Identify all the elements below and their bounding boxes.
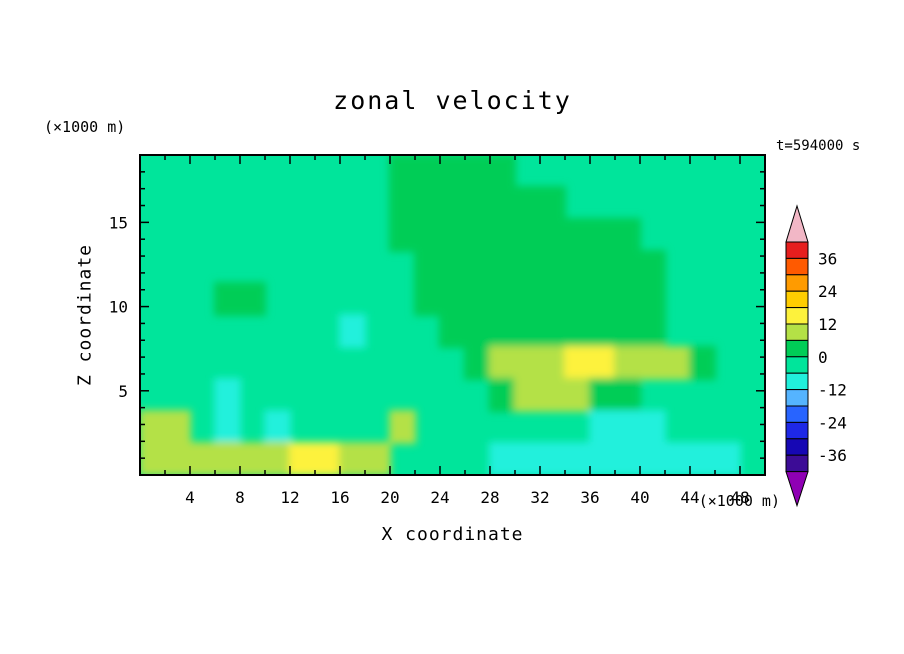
svg-text:48: 48 bbox=[730, 488, 749, 507]
svg-text:32: 32 bbox=[530, 488, 549, 507]
time-annotation: t=594000 s bbox=[776, 138, 861, 154]
svg-text:5: 5 bbox=[118, 382, 128, 401]
svg-text:10: 10 bbox=[109, 298, 128, 317]
chart-title: zonal velocity bbox=[333, 86, 572, 115]
svg-text:16: 16 bbox=[330, 488, 349, 507]
svg-text:40: 40 bbox=[630, 488, 649, 507]
svg-text:0: 0 bbox=[818, 348, 828, 367]
svg-text:8: 8 bbox=[235, 488, 245, 507]
svg-text:12: 12 bbox=[280, 488, 299, 507]
svg-text:-36: -36 bbox=[818, 446, 847, 465]
svg-text:44: 44 bbox=[680, 488, 699, 507]
svg-text:-24: -24 bbox=[818, 413, 847, 432]
svg-text:28: 28 bbox=[480, 488, 499, 507]
x-axis-label: X coordinate bbox=[381, 524, 524, 545]
svg-text:12: 12 bbox=[818, 315, 837, 334]
colorbar: 36 24 12 0 -12 -24 -36 bbox=[785, 204, 847, 508]
svg-text:20: 20 bbox=[380, 488, 399, 507]
y-axis-label: Z coordinate bbox=[74, 243, 96, 387]
x-axis-unit: (×1000 m) bbox=[698, 492, 780, 510]
svg-text:4: 4 bbox=[185, 488, 195, 507]
svg-text:36: 36 bbox=[818, 249, 837, 268]
svg-text:36: 36 bbox=[580, 488, 599, 507]
svg-text:-12: -12 bbox=[818, 381, 847, 400]
svg-text:24: 24 bbox=[818, 282, 837, 301]
y-axis-unit: (×1000 m) bbox=[44, 118, 126, 136]
svg-text:24: 24 bbox=[430, 488, 449, 507]
svg-text:15: 15 bbox=[109, 213, 128, 232]
